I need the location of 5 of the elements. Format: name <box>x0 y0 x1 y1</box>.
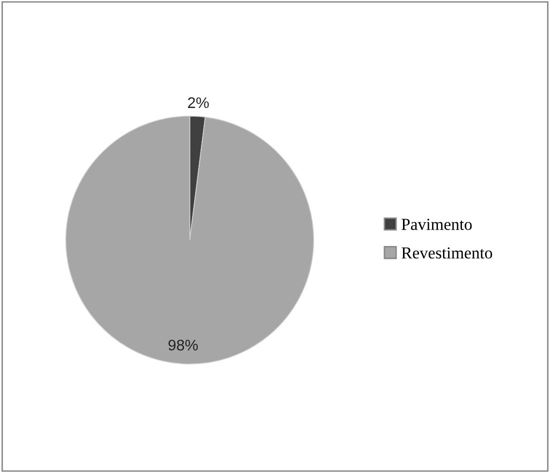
data-label: 2% <box>188 97 209 108</box>
legend-label: Revestimento <box>402 247 492 259</box>
pie-slice <box>65 116 314 364</box>
legend-label: Pavimento <box>402 218 472 230</box>
data-label: 98% <box>168 340 198 351</box>
